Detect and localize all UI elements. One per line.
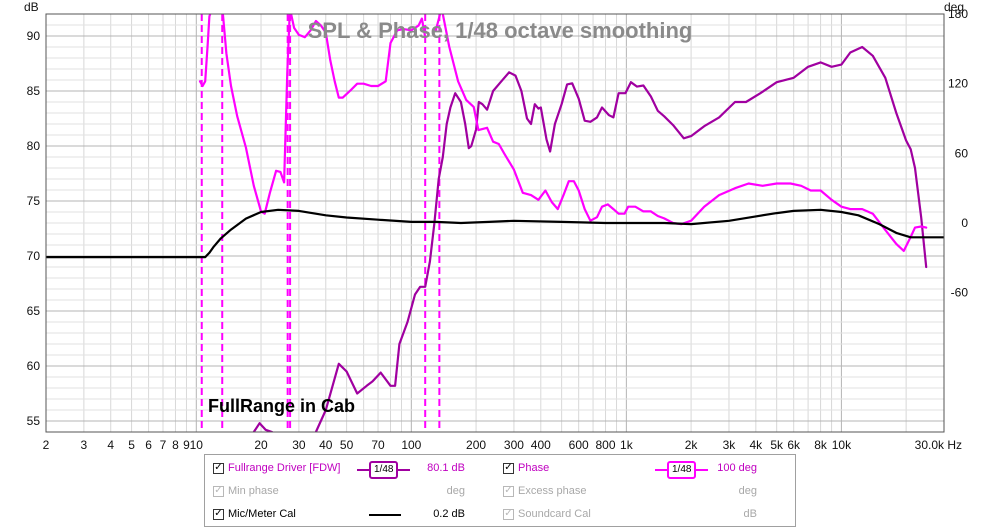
x-tick-label: 7 [160, 438, 167, 452]
y-left-tick-label: 80 [27, 139, 41, 153]
y-left-tick-label: 60 [27, 359, 41, 373]
y-left-tick-label: 85 [27, 84, 41, 98]
y-left-tick-label: 75 [27, 194, 41, 208]
x-tick-label: 9 [183, 438, 190, 452]
series-line-mic-cal [46, 208, 944, 259]
y-right-tick-label: 180 [948, 7, 968, 21]
legend-label-min-phase: Min phase [228, 485, 279, 497]
x-tick-label: 300 [504, 438, 524, 452]
checkbox-min-phase[interactable]: ✓ [213, 485, 224, 497]
legend-row-soundcard-cal[interactable]: ✓ Soundcard Cal [503, 503, 591, 525]
series-line-phase [221, 14, 291, 215]
y-left-unit: dB [24, 0, 39, 14]
legend-value-excess-phase: deg [738, 485, 757, 497]
legend-row-mic-cal[interactable]: ✓ Mic/Meter Cal [213, 503, 296, 525]
y-right-tick-label: 120 [948, 77, 968, 91]
y-right-unit: deg [944, 0, 964, 14]
series-line-phase [434, 14, 442, 32]
legend-row-excess-phase[interactable]: ✓ Excess phase [503, 480, 586, 502]
x-tick-label: 30 [292, 438, 306, 452]
legend-label-phase: Phase [518, 462, 550, 474]
x-tick-label: 6k [787, 438, 801, 452]
x-tick-label: 8k [814, 438, 828, 452]
series-line-fullrange [252, 422, 274, 432]
legend-value-phase: 100 deg [717, 462, 757, 474]
checkbox-excess-phase[interactable]: ✓ [503, 485, 514, 497]
x-tick-label: 30.0k Hz [915, 438, 962, 452]
legend-label-excess-phase: Excess phase [518, 485, 587, 497]
x-tick-label: 20 [254, 438, 268, 452]
x-tick-label: 800 [596, 438, 616, 452]
x-tick-label: 2 [43, 438, 50, 452]
x-tick-label: 200 [466, 438, 486, 452]
x-tick-label: 10 [190, 438, 204, 452]
series-line-fullrange [314, 45, 928, 432]
x-tick-label: 10k [832, 438, 852, 452]
checkbox-phase[interactable]: ✓ [503, 462, 514, 474]
checkbox-soundcard-cal[interactable]: ✓ [503, 508, 514, 520]
chart-title: SPL & Phase, 1/48 octave smoothing [308, 18, 693, 43]
x-tick-label: 4 [107, 438, 114, 452]
legend-value-soundcard-cal: dB [743, 508, 757, 520]
legend-value-fullrange: 80.1 dB [427, 462, 465, 474]
legend-label-soundcard-cal: Soundcard Cal [518, 508, 591, 520]
legend-label-fullrange: Fullrange Driver [FDW] [228, 462, 341, 474]
x-tick-label: 400 [531, 438, 551, 452]
legend-value-min-phase: deg [446, 485, 465, 497]
x-tick-label: 2k [685, 438, 699, 452]
legend-row-fullrange[interactable]: ✓ Fullrange Driver [FDW] [213, 457, 340, 479]
x-tick-label: 600 [569, 438, 589, 452]
mic-cal-line-swatch [369, 514, 401, 516]
legend-label-mic-cal: Mic/Meter Cal [228, 508, 296, 520]
y-right-tick-label: 0 [961, 216, 968, 230]
x-tick-label: 1k [620, 438, 634, 452]
checkbox-fullrange[interactable]: ✓ [213, 462, 224, 474]
y-left-tick-label: 70 [27, 249, 41, 263]
smoothing-selector-fullrange[interactable]: 1/48 [357, 461, 411, 479]
plot-frame [45, 13, 945, 433]
y-left-tick-label: 65 [27, 304, 41, 318]
x-tick-label: 4k [749, 438, 763, 452]
x-tick-label: 6 [145, 438, 152, 452]
y-right-tick-label: 60 [955, 146, 969, 160]
legend-row-phase[interactable]: ✓ Phase [503, 457, 549, 479]
grid-lines [45, 13, 945, 433]
y-left-tick-label: 55 [27, 414, 41, 428]
x-tick-label: 70 [371, 438, 385, 452]
x-tick-label: 3 [81, 438, 88, 452]
legend-panel: ✓ Fullrange Driver [FDW] 1/48 80.1 dB ✓ … [204, 454, 796, 527]
series-line-phase [198, 14, 212, 88]
series-line-phase [441, 14, 928, 252]
series-line-phase [290, 14, 427, 99]
x-tick-label: 50 [340, 438, 354, 452]
y-left-tick-label: 90 [27, 29, 41, 43]
legend-row-min-phase[interactable]: ✓ Min phase [213, 480, 279, 502]
x-tick-label: 8 [172, 438, 179, 452]
annotation-text: FullRange in Cab [208, 396, 355, 416]
smoothing-selector-phase[interactable]: 1/48 [655, 461, 709, 479]
x-tick-label: 100 [401, 438, 421, 452]
x-tick-label: 40 [319, 438, 333, 452]
x-tick-label: 5 [128, 438, 135, 452]
x-tick-label: 5k [770, 438, 784, 452]
legend-value-mic-cal: 0.2 dB [433, 508, 465, 520]
y-right-tick-label: -60 [951, 286, 969, 300]
x-tick-label: 3k [723, 438, 737, 452]
spl-phase-chart: 2 3 4 5 6 7 8 9 10 20 30 40 50 70 100 200 300 400 600 800 1k… [24, 0, 969, 452]
checkbox-mic-cal[interactable]: ✓ [213, 508, 224, 520]
